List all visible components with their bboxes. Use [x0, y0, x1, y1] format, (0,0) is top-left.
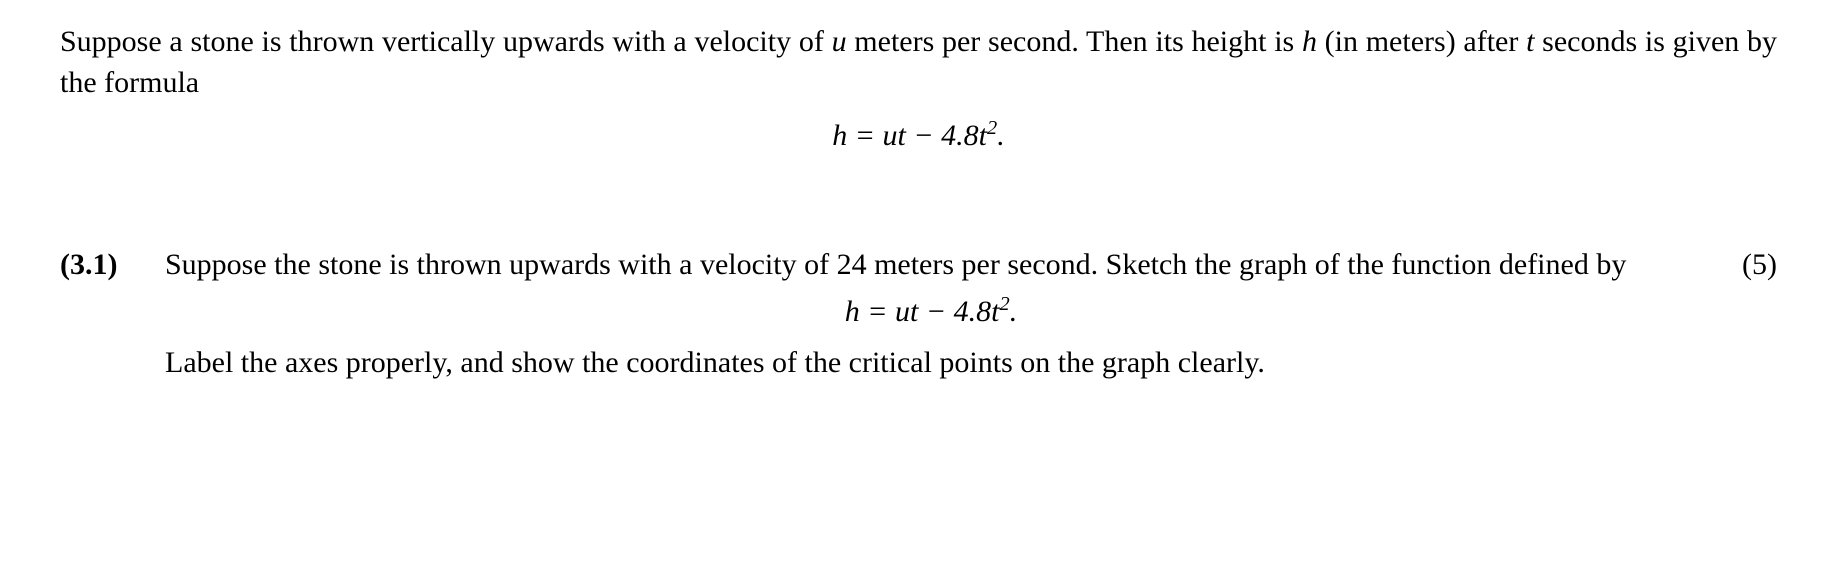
- question-body: Suppose the stone is thrown upwards with…: [165, 245, 1717, 384]
- formula2-minus: − 4.8: [918, 295, 991, 328]
- formula-exp: 2: [987, 117, 997, 139]
- page: Suppose a stone is thrown vertically upw…: [0, 0, 1837, 573]
- question-number: (3.1): [60, 245, 165, 286]
- formula-period: .: [997, 119, 1005, 152]
- formula2-eq: =: [860, 295, 895, 328]
- formula2-ut: ut: [895, 295, 918, 328]
- formula-main: h = ut − 4.8t2.: [60, 115, 1777, 157]
- intro-text-mid1: meters per second. Then its height is: [847, 25, 1302, 58]
- variable-u: u: [832, 25, 847, 58]
- formula-minus: − 4.8: [906, 119, 979, 152]
- intro-text-prefix: Suppose a stone is thrown vertically upw…: [60, 25, 832, 58]
- question-line1: Suppose the stone is thrown upwards with…: [165, 245, 1697, 286]
- formula-eq: =: [847, 119, 882, 152]
- formula-t: t: [979, 119, 987, 152]
- formula-h: h: [832, 119, 847, 152]
- formula-ut: ut: [883, 119, 906, 152]
- intro-text-mid2: (in meters) after: [1317, 25, 1526, 58]
- question-block: (3.1) Suppose the stone is thrown upward…: [60, 245, 1777, 384]
- formula2-exp: 2: [999, 293, 1009, 315]
- question-marks: (5): [1717, 245, 1777, 286]
- formula-question: h = ut − 4.8t2.: [165, 291, 1697, 333]
- intro-paragraph: Suppose a stone is thrown vertically upw…: [60, 22, 1777, 103]
- formula2-h: h: [845, 295, 860, 328]
- variable-h: h: [1302, 25, 1317, 58]
- formula2-period: .: [1010, 295, 1018, 328]
- question-line2: Label the axes properly, and show the co…: [165, 343, 1697, 384]
